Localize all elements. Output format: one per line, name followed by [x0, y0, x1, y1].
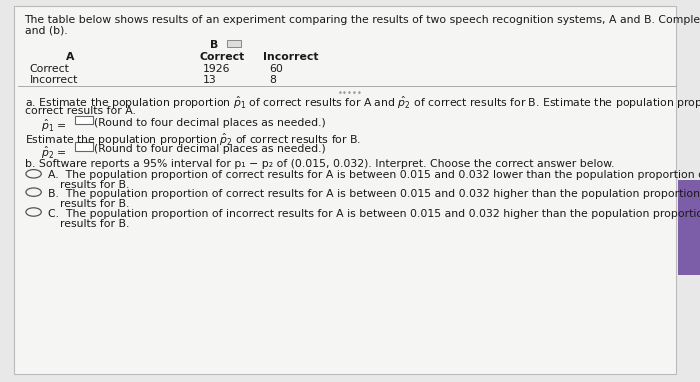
Text: Incorrect: Incorrect [262, 52, 318, 62]
Text: results for B.: results for B. [60, 199, 129, 209]
Text: A: A [66, 52, 74, 62]
Text: C.  The population proportion of incorrect results for A is between 0.015 and 0.: C. The population proportion of incorrec… [48, 209, 700, 219]
FancyBboxPatch shape [678, 180, 700, 275]
Text: Correct: Correct [29, 64, 69, 74]
Text: results for B.: results for B. [60, 180, 129, 190]
Text: B.  The population proportion of correct results for A is between 0.015 and 0.03: B. The population proportion of correct … [48, 189, 700, 199]
Text: The table below shows results of an experiment comparing the results of two spee: The table below shows results of an expe… [25, 15, 700, 25]
Text: $\hat{p}_1$ =: $\hat{p}_1$ = [41, 118, 66, 134]
FancyBboxPatch shape [75, 142, 93, 151]
Text: (Round to four decimal places as needed.): (Round to four decimal places as needed.… [94, 118, 326, 128]
Text: $\hat{p}_2$ =: $\hat{p}_2$ = [41, 144, 66, 161]
Text: 60: 60 [270, 64, 284, 74]
Text: (Round to four decimal places as needed.): (Round to four decimal places as needed.… [94, 144, 326, 154]
Text: A.  The population proportion of correct results for A is between 0.015 and 0.03: A. The population proportion of correct … [48, 170, 700, 180]
Text: 1926: 1926 [203, 64, 230, 74]
Text: 8: 8 [270, 75, 276, 85]
Text: b. Software reports a 95% interval for p₁ − p₂ of (0.015, 0.032). Interpret. Cho: b. Software reports a 95% interval for p… [25, 159, 614, 168]
Text: correct results for A.: correct results for A. [25, 106, 135, 116]
Text: and (b).: and (b). [25, 26, 67, 36]
Text: Correct: Correct [199, 52, 245, 62]
Text: •••••: ••••• [337, 89, 363, 98]
FancyBboxPatch shape [227, 40, 241, 47]
Text: 13: 13 [203, 75, 217, 85]
Text: Estimate the population proportion $\hat{p}_2$ of correct results for B.: Estimate the population proportion $\hat… [25, 132, 360, 148]
FancyBboxPatch shape [14, 6, 676, 374]
Text: a. Estimate the population proportion $\hat{p}_1$ of correct results for A and $: a. Estimate the population proportion $\… [25, 95, 700, 111]
Text: results for B.: results for B. [60, 219, 129, 228]
FancyBboxPatch shape [75, 116, 93, 124]
Text: Incorrect: Incorrect [29, 75, 78, 85]
Text: B: B [210, 40, 218, 50]
